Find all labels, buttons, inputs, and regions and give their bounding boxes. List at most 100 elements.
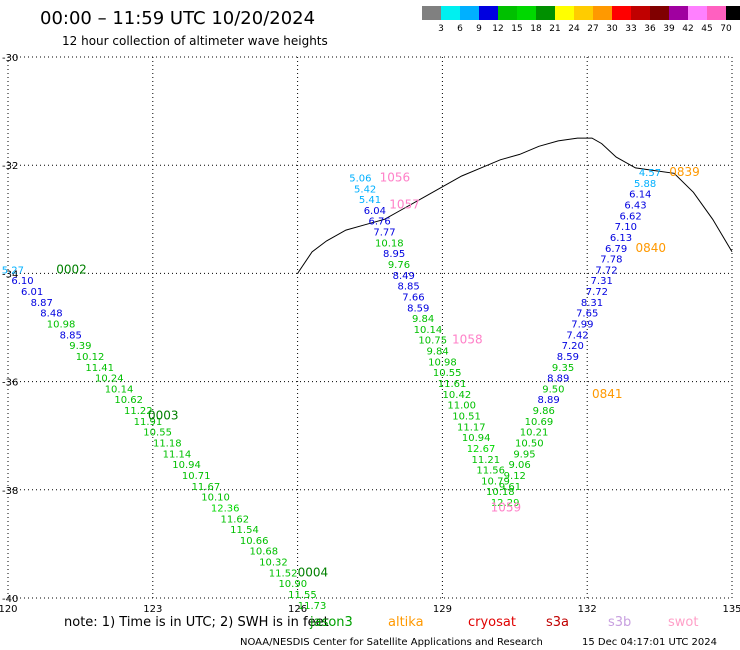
wave-height-label: 10.55 [143, 428, 172, 439]
wave-height-label: 10.55 [433, 368, 462, 379]
legend-label: 36 [644, 24, 656, 34]
pass-time-label: 1059 [491, 500, 522, 514]
x-tick-label: 135 [722, 604, 740, 615]
wave-height-label: 11.41 [85, 363, 114, 374]
legend-swatch [631, 6, 650, 20]
y-tick-label: -32 [2, 161, 18, 172]
wave-height-label: 8.48 [40, 309, 62, 320]
wave-height-label: 10.62 [114, 395, 143, 406]
legend-label: 18 [530, 24, 542, 34]
coastline [297, 137, 733, 274]
legend-swatch [574, 6, 593, 20]
satellite-name: altika [388, 615, 424, 630]
wave-height-label: 8.89 [537, 395, 559, 406]
wave-height-label: 10.10 [201, 493, 230, 504]
pass-time-label: 0841 [592, 387, 623, 401]
wave-height-label: 8.59 [407, 303, 429, 314]
wave-height-label: 11.56 [476, 466, 505, 477]
wave-height-label: 9.39 [69, 341, 91, 352]
legend-label: 6 [457, 24, 463, 34]
wave-height-label: 10.12 [76, 352, 105, 363]
satellite-name: jason3 [309, 615, 353, 630]
wave-height-label: 8.85 [60, 330, 82, 341]
legend-swatch [593, 6, 612, 20]
wave-height-label: 9.76 [388, 260, 410, 271]
wave-height-label: 9.12 [504, 471, 526, 482]
wave-height-label: 10.69 [525, 417, 554, 428]
legend-swatch [688, 6, 707, 20]
wave-height-label: 11.00 [447, 401, 476, 412]
wave-height-label: 8.59 [557, 352, 579, 363]
wave-height-label: 10.14 [105, 384, 134, 395]
wave-height-label: 5.88 [634, 179, 656, 190]
wave-height-label: 9.50 [542, 384, 564, 395]
timestamp-text: 15 Dec 04:17:01 UTC 2024 [582, 637, 717, 648]
wave-height-label: 9.35 [552, 363, 574, 374]
wave-height-label: 10.32 [259, 558, 288, 569]
wave-height-label: 10.24 [95, 374, 124, 385]
wave-height-label: 7.77 [373, 228, 395, 239]
wave-height-label: 6.79 [605, 244, 627, 255]
legend-label: 21 [549, 24, 560, 34]
wave-height-label: 7.42 [566, 330, 588, 341]
track-0840: 7.787.727.317.728.317.657.997.427.208.59… [547, 241, 666, 385]
track-1057: 6.046.767.7710.188.959.768.498.857.668.5… [364, 197, 447, 346]
x-tick-label: 132 [578, 604, 597, 615]
pass-time-label: 0840 [635, 241, 666, 255]
wave-height-label: 6.43 [624, 200, 646, 211]
track-0841: 9.508.899.8610.6910.2110.509.959.069.129… [499, 384, 623, 492]
wave-height-label: 6.13 [610, 233, 632, 244]
satellite-legend: jason3 altika cryosat s3a s3b swot [309, 615, 698, 630]
legend-swatch [422, 6, 441, 20]
wave-height-label: 11.54 [230, 525, 259, 536]
pass-time-label: 0003 [148, 408, 179, 422]
footer-note: note: 1) Time is in UTC; 2) SWH is in fe… [64, 615, 329, 630]
wave-height-label: 11.73 [298, 601, 327, 612]
credit-text: NOAA/NESDIS Center for Satellite Applica… [240, 637, 543, 648]
wave-height-label: 9.84 [426, 347, 448, 358]
wave-height-label: 7.99 [571, 320, 593, 331]
legend-label: 15 [511, 24, 522, 34]
satellite-name: s3a [546, 615, 569, 630]
legend-swatch [498, 6, 517, 20]
wave-height-label: 7.65 [576, 309, 598, 320]
wave-height-label: 11.21 [472, 455, 501, 466]
legend-swatch [650, 6, 669, 20]
wave-height-label: 10.21 [520, 428, 549, 439]
legend-label: 39 [663, 24, 675, 34]
legend-swatch [536, 6, 555, 20]
pass-time-label: 0002 [56, 262, 87, 276]
wave-height-label: 10.50 [515, 439, 544, 450]
wave-height-label: 11.52 [269, 568, 298, 579]
track-1058: 9.8410.9810.5511.6110.4211.0010.5111.171… [426, 333, 519, 509]
legend-swatch [612, 6, 631, 20]
wave-height-label: 12.67 [467, 444, 496, 455]
wave-height-label: 11.55 [288, 590, 317, 601]
wave-height-label: 11.22 [124, 406, 153, 417]
wave-height-label: 7.66 [402, 292, 424, 303]
x-tick-label: 120 [0, 604, 18, 615]
wave-height-label: 7.72 [595, 265, 617, 276]
legend-label: 9 [476, 24, 482, 34]
wave-height-label: 6.14 [629, 190, 651, 201]
wave-height-label: 8.31 [581, 298, 603, 309]
track-0002: 5.276.106.018.878.4810.988.859.3910.1211… [2, 262, 153, 417]
satellite-name: cryosat [468, 615, 516, 630]
wave-height-label: 10.79 [481, 476, 510, 487]
y-tick-label: -34 [2, 269, 18, 280]
wave-height-label: 11.91 [134, 417, 163, 428]
wave-height-label: 12.36 [211, 503, 240, 514]
pass-time-label: 1058 [452, 333, 483, 347]
legend-label: 45 [701, 24, 712, 34]
legend-label: 24 [568, 24, 580, 34]
wave-height-label: 10.66 [240, 536, 269, 547]
wave-height-label: 6.10 [11, 276, 33, 287]
legend-swatch [669, 6, 688, 20]
wave-height-label: 11.62 [221, 514, 250, 525]
wave-height-label: 8.85 [397, 282, 419, 293]
legend-label: 12 [492, 24, 503, 34]
legend-label: 42 [682, 24, 693, 34]
track-1059: 1059 [491, 500, 522, 514]
wave-height-label: 8.89 [547, 374, 569, 385]
